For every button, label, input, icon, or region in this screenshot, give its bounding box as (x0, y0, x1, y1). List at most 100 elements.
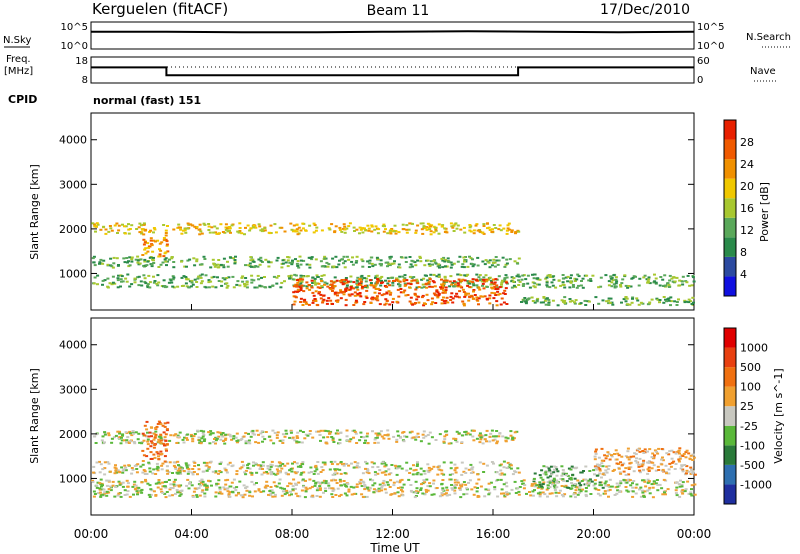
velocity-cell (570, 482, 574, 484)
velocity-cell (403, 435, 407, 438)
power-cell (269, 224, 273, 227)
power-cell (356, 294, 360, 297)
velocity-cell (221, 432, 225, 434)
power-cell (510, 280, 514, 283)
velocity-cell (187, 470, 191, 473)
power-cell (416, 224, 420, 227)
velocity-cell (179, 472, 183, 475)
velocity-cell (285, 473, 289, 476)
power-cell (461, 263, 465, 266)
power-cell (258, 263, 262, 266)
velocity-cell (680, 483, 684, 486)
power-cell (107, 230, 111, 233)
velocity-cell (672, 451, 676, 454)
nave-label: Nave (750, 66, 776, 77)
velocity-cell (525, 492, 528, 495)
velocity-cell (145, 420, 149, 423)
velocity-cell (276, 470, 280, 473)
power-cell (673, 300, 677, 303)
velocity-cell (552, 471, 556, 474)
velocity-cell (121, 485, 125, 488)
power-cell (162, 237, 166, 239)
power-cell (419, 260, 423, 263)
power-cell (469, 230, 473, 233)
power-colorbar-tick-label: 4 (740, 268, 747, 281)
velocity-cell (493, 488, 497, 491)
power-cell (344, 304, 348, 307)
velocity-cell (138, 441, 142, 444)
velocity-cell (361, 472, 365, 475)
velocity-cell (382, 437, 386, 440)
power-cell (515, 275, 519, 278)
velocity-cell (503, 494, 507, 497)
velocity-cell (606, 468, 610, 471)
power-cell (228, 227, 232, 230)
velocity-cell (426, 485, 430, 488)
power-cell (498, 224, 502, 227)
power-cell (301, 222, 305, 225)
velocity-cell (323, 487, 327, 490)
power-colorbar-swatch (724, 276, 736, 296)
power-cell (186, 227, 190, 230)
power-cell (109, 227, 113, 230)
power-cell (272, 275, 276, 278)
power-cell (612, 283, 616, 286)
velocity-cell (594, 450, 598, 453)
velocity-cell (604, 469, 608, 472)
power-cell (251, 226, 255, 229)
power-cell (353, 291, 357, 294)
power-cell (142, 243, 146, 246)
power-cell (359, 228, 363, 231)
velocity-cell (678, 457, 682, 460)
velocity-cell (107, 479, 111, 482)
power-cell (673, 276, 676, 279)
velocity-cell (687, 470, 691, 473)
velocity-cell (419, 489, 423, 491)
power-cell (444, 299, 448, 302)
power-cell (517, 279, 521, 282)
power-cell (150, 263, 154, 266)
power-cell (490, 264, 494, 267)
power-cell (335, 279, 339, 282)
power-cell (478, 288, 482, 291)
velocity-cell (380, 471, 384, 474)
power-y-tick-label: 2000 (59, 223, 87, 236)
power-cell (136, 276, 140, 279)
power-cell (615, 280, 619, 283)
velocity-cell (339, 480, 343, 483)
velocity-cell (421, 433, 425, 436)
power-cell (318, 287, 322, 289)
power-cell (500, 283, 503, 286)
velocity-cell (538, 483, 542, 486)
velocity-cell (114, 486, 118, 488)
velocity-colorbar-swatch (724, 328, 736, 348)
velocity-cell (331, 473, 335, 476)
velocity-cell (102, 488, 106, 491)
velocity-cell (408, 472, 412, 474)
velocity-cell (172, 461, 176, 464)
power-cell (548, 274, 552, 276)
velocity-cell (383, 484, 387, 487)
velocity-cell (668, 450, 672, 453)
power-cell (405, 228, 409, 231)
velocity-cell (99, 463, 103, 466)
power-cell (503, 277, 507, 280)
velocity-cell (618, 484, 621, 487)
velocity-cell (281, 433, 285, 436)
velocity-cell (336, 463, 340, 466)
velocity-cell (405, 461, 409, 464)
velocity-colorbar-tick-label: 25 (740, 400, 754, 413)
velocity-cell (407, 478, 411, 481)
power-cell (359, 295, 363, 298)
velocity-cell (189, 433, 193, 436)
velocity-cell (234, 436, 238, 439)
velocity-cell (235, 441, 239, 444)
velocity-cell (265, 480, 269, 483)
power-cell (384, 302, 388, 305)
velocity-cell (386, 434, 390, 437)
power-cell (314, 258, 318, 261)
velocity-cell (98, 460, 101, 463)
power-y-tick-label: 1000 (59, 267, 87, 280)
power-cell (374, 276, 377, 279)
velocity-cell (287, 473, 290, 476)
